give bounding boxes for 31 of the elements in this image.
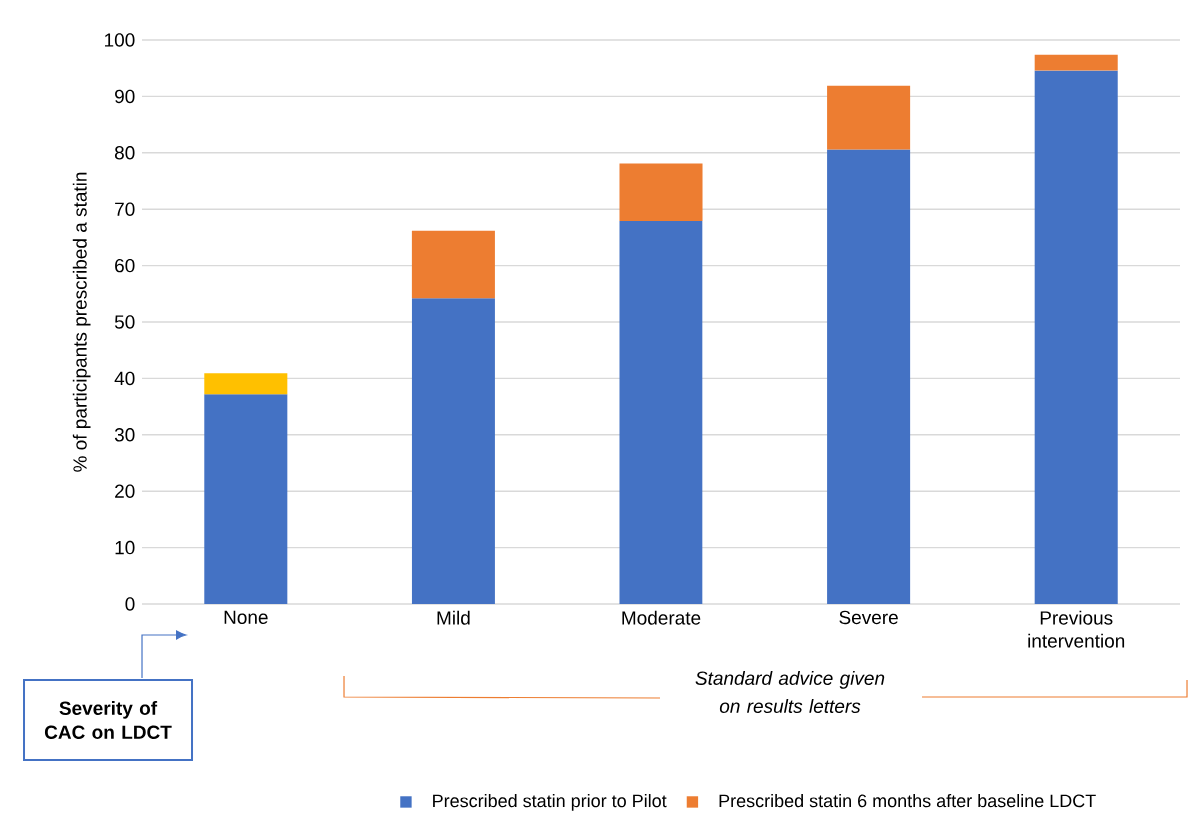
y-tick-label: 60 bbox=[115, 258, 135, 273]
legend-label: Prescribed statin prior to Pilot bbox=[433, 794, 667, 811]
bar bbox=[1034, 54, 1118, 71]
text: Standard advice given on results letters bbox=[695, 671, 885, 713]
x-tick-label: Moderate bbox=[622, 610, 701, 625]
y-tick-label: 90 bbox=[115, 89, 135, 104]
bar bbox=[827, 149, 911, 604]
y-tick-label: 100 bbox=[105, 33, 135, 47]
y-tick-label: 20 bbox=[115, 484, 135, 498]
bar bbox=[619, 221, 703, 604]
y-tick-label: 0 bbox=[125, 597, 135, 611]
x-tick-label: None bbox=[224, 610, 268, 624]
y-tick-label: 40 bbox=[114, 371, 135, 386]
text: Severity of CAC on LDCT bbox=[44, 701, 172, 739]
legend-label: Prescribed statin 6 months after baseline LDCT bbox=[719, 794, 1096, 808]
bar bbox=[1034, 70, 1118, 604]
bar bbox=[204, 394, 288, 604]
bar bbox=[619, 163, 703, 222]
y-axis-title: % of participants prescribed a statin bbox=[72, 172, 91, 472]
y-tick-label: 50 bbox=[114, 315, 135, 329]
bar bbox=[827, 85, 911, 150]
bar bbox=[411, 230, 495, 299]
bar bbox=[411, 298, 495, 604]
x-tick-label: Severe bbox=[839, 610, 898, 625]
y-tick-label: 10 bbox=[115, 540, 135, 555]
y-tick-label: 30 bbox=[114, 428, 135, 442]
bar bbox=[204, 373, 288, 395]
x-tick-label: Mild bbox=[437, 610, 470, 625]
y-tick-label: 70 bbox=[115, 202, 135, 216]
x-tick-label: Previous intervention bbox=[1028, 610, 1125, 648]
y-tick-label: 80 bbox=[114, 146, 135, 160]
